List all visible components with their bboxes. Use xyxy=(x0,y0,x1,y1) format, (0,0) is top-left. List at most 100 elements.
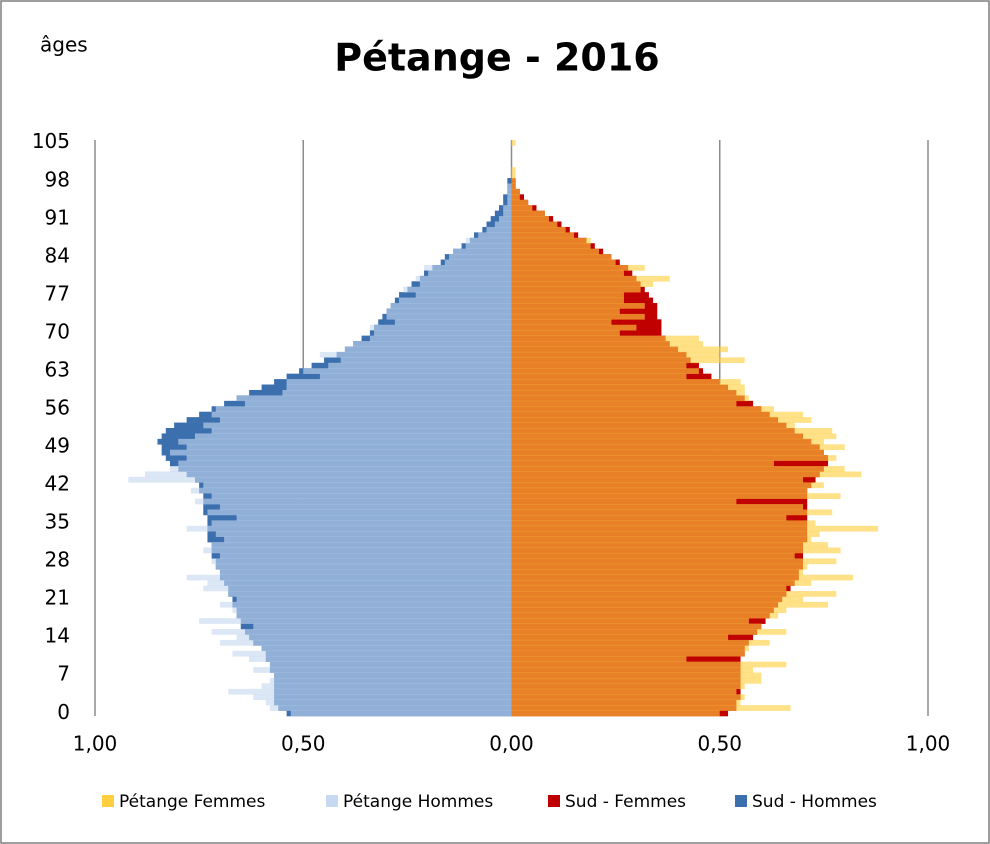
bar xyxy=(511,667,754,673)
bar xyxy=(236,395,512,402)
bar xyxy=(244,400,512,407)
bar xyxy=(511,531,820,537)
bar xyxy=(169,466,512,472)
bar xyxy=(215,406,512,412)
bar xyxy=(494,210,512,217)
bar xyxy=(511,699,741,706)
bar xyxy=(511,542,829,548)
bar xyxy=(394,319,512,326)
bar xyxy=(219,639,512,646)
bar xyxy=(511,471,862,478)
bar xyxy=(511,460,774,467)
bar xyxy=(415,292,512,298)
bar xyxy=(511,536,812,543)
legend-label: Sud - Hommes xyxy=(752,792,877,812)
bar xyxy=(511,324,637,331)
bar xyxy=(211,542,512,548)
bar xyxy=(386,313,512,320)
bar xyxy=(511,612,779,619)
bar xyxy=(444,259,512,266)
bar xyxy=(178,438,512,445)
bar xyxy=(511,694,745,700)
bar xyxy=(465,243,512,249)
bar xyxy=(511,303,645,309)
bar xyxy=(511,558,837,565)
bar xyxy=(511,438,824,445)
bar xyxy=(303,368,512,374)
bar xyxy=(511,346,729,353)
bar xyxy=(511,368,699,374)
bar xyxy=(203,547,512,554)
bar xyxy=(211,493,512,499)
bar xyxy=(203,585,512,592)
legend-label: Sud - Femmes xyxy=(565,792,686,812)
bar xyxy=(511,433,837,440)
y-tick-label: 49 xyxy=(45,434,70,458)
bar xyxy=(511,466,845,472)
bar xyxy=(236,514,512,521)
bar xyxy=(511,596,804,603)
y-tick-label: 63 xyxy=(45,357,70,381)
bar xyxy=(511,476,804,483)
bar xyxy=(511,205,533,211)
bar xyxy=(190,487,512,494)
bar xyxy=(511,455,837,461)
bar xyxy=(511,504,804,510)
bar xyxy=(290,710,512,717)
bar xyxy=(511,172,516,179)
bar xyxy=(203,482,512,489)
bar xyxy=(390,303,512,309)
bar xyxy=(236,612,512,619)
bar xyxy=(503,210,512,217)
bar xyxy=(507,178,512,184)
legend-label: Pétange Femmes xyxy=(119,792,266,812)
bar xyxy=(511,210,545,217)
bar xyxy=(511,428,833,434)
bar xyxy=(211,411,512,418)
bar xyxy=(511,688,737,695)
y-tick-label: 14 xyxy=(45,624,70,648)
bar xyxy=(511,188,520,195)
bar xyxy=(194,498,512,505)
bar xyxy=(211,520,512,527)
bar xyxy=(511,248,599,255)
y-tick-label: 0 xyxy=(57,700,70,724)
bar xyxy=(511,629,787,635)
bar xyxy=(511,313,645,320)
y-tick-label: 105 xyxy=(32,129,70,153)
legend-swatch xyxy=(735,795,747,807)
bar xyxy=(511,357,745,364)
bar xyxy=(478,232,512,239)
bar xyxy=(178,460,512,467)
bar xyxy=(344,346,512,353)
bar xyxy=(511,183,516,190)
bar xyxy=(465,237,512,244)
bar xyxy=(207,509,512,516)
bar xyxy=(194,433,512,440)
bar xyxy=(511,493,841,499)
legend-label: Pétange Hommes xyxy=(343,792,493,812)
bar xyxy=(511,498,737,505)
bar xyxy=(511,264,645,271)
bar xyxy=(169,449,512,456)
bar xyxy=(236,596,512,603)
bar xyxy=(511,221,558,228)
bar xyxy=(507,194,512,201)
bar xyxy=(219,504,512,510)
bar xyxy=(224,536,512,543)
bar xyxy=(511,650,745,657)
bar xyxy=(219,569,512,576)
bar xyxy=(511,259,616,266)
bar xyxy=(253,667,512,673)
bar xyxy=(511,601,829,608)
bar xyxy=(261,683,512,690)
bar xyxy=(249,656,512,662)
bar xyxy=(319,373,512,380)
bar xyxy=(228,591,512,597)
bar xyxy=(374,330,512,336)
y-tick-label: 56 xyxy=(45,395,70,419)
bar xyxy=(186,455,512,461)
bar xyxy=(353,341,512,347)
x-tick-label: 0,50 xyxy=(697,732,742,756)
